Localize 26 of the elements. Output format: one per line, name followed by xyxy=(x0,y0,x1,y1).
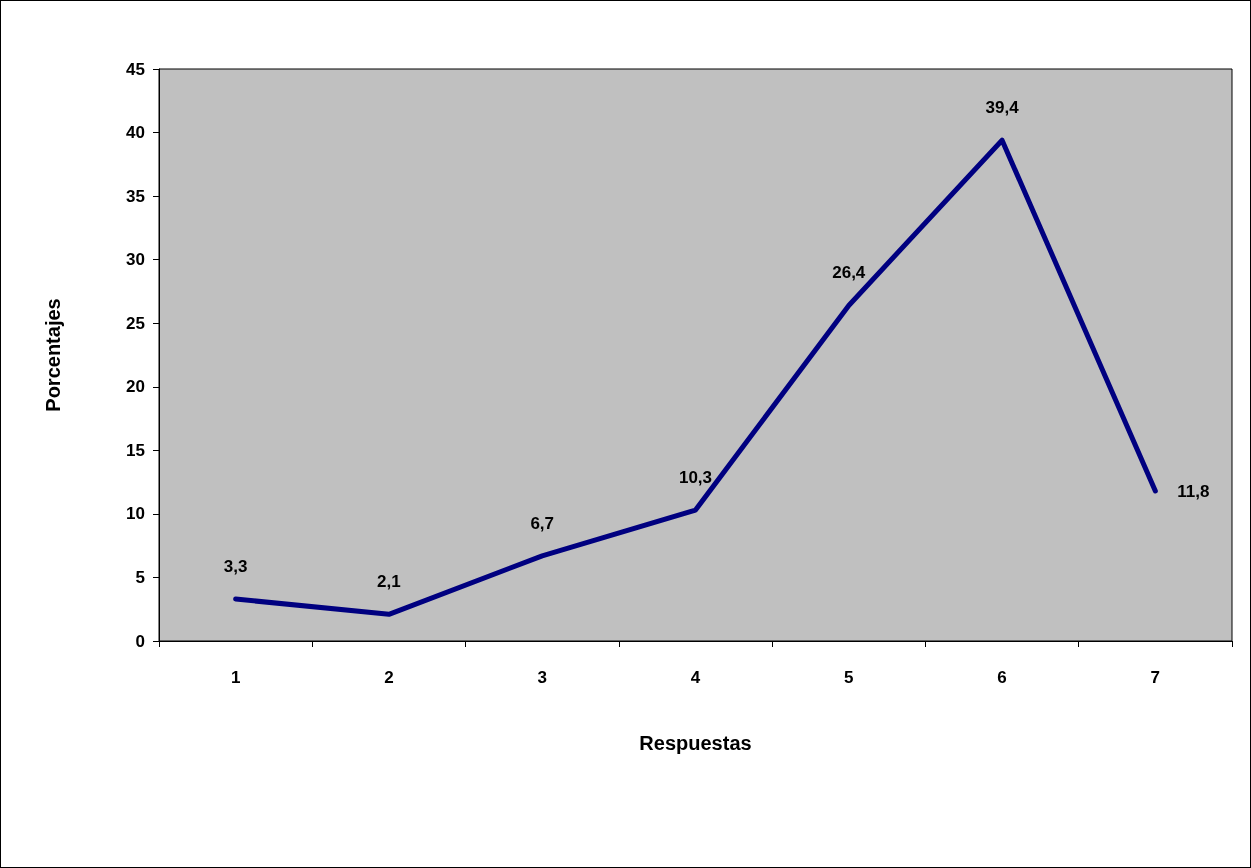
y-tick-label: 25 xyxy=(126,313,145,333)
y-tick-label: 0 xyxy=(135,631,145,651)
data-label: 10,3 xyxy=(678,468,713,488)
y-axis-title: Porcentajes xyxy=(42,298,64,412)
data-label: 2,1 xyxy=(377,572,401,592)
y-tick-label: 5 xyxy=(135,567,145,587)
x-tick-label: 5 xyxy=(844,668,854,687)
data-label: 3,3 xyxy=(223,557,248,577)
y-tick-label: 15 xyxy=(126,440,145,460)
x-axis-title: Respuestas xyxy=(639,732,752,754)
x-tick-label: 7 xyxy=(1150,668,1161,687)
y-tick-label: 35 xyxy=(126,186,145,206)
data-label: 6,7 xyxy=(530,513,555,533)
x-tick-label: 6 xyxy=(997,668,1007,687)
y-tick-label: 10 xyxy=(126,504,145,524)
data-label: 11,8 xyxy=(1177,481,1210,501)
x-tick-label: 4 xyxy=(690,668,701,687)
x-tick-label: 3 xyxy=(537,668,547,687)
y-tick-label: 45 xyxy=(126,59,145,79)
data-label: 39,4 xyxy=(985,98,1020,118)
x-tick-label: 1 xyxy=(230,668,241,687)
y-tick-label: 40 xyxy=(126,123,145,143)
y-tick-label: 20 xyxy=(126,377,145,397)
y-tick-label: 30 xyxy=(126,250,145,270)
x-tick-label: 2 xyxy=(384,668,394,687)
data-label: 26,4 xyxy=(832,263,866,283)
